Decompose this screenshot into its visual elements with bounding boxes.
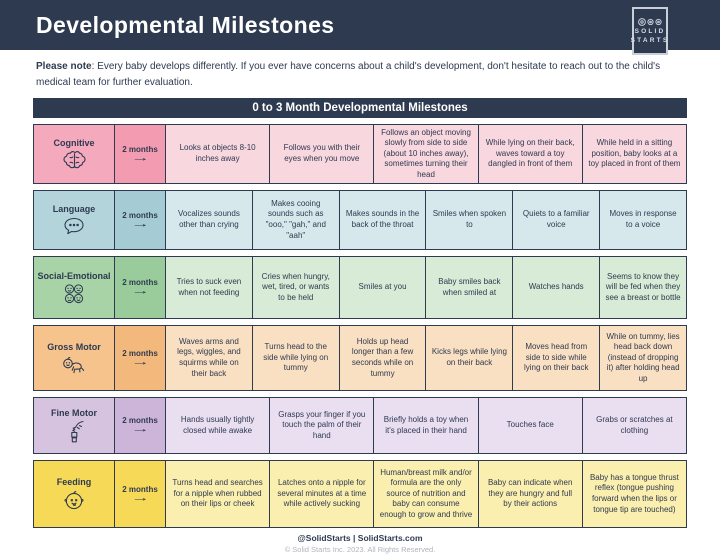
category-label: Cognitive bbox=[53, 137, 95, 148]
milestone-cell: Vocalizes sounds other than crying bbox=[166, 190, 253, 250]
arrow-right-icon: → bbox=[130, 491, 150, 504]
milestone-cell: Baby has a tongue thrust reflex (tongue … bbox=[582, 460, 688, 528]
milestone-cell: Grasps your finger if you touch the palm… bbox=[270, 397, 375, 454]
category-label: Language bbox=[52, 203, 96, 214]
milestone-cell: Waves arms and legs, wiggles, and squirm… bbox=[166, 325, 253, 391]
category-cell-fine-motor: Fine Motor bbox=[33, 397, 115, 454]
category-cell-gross-motor: Gross Motor bbox=[33, 325, 115, 391]
row-fine-motor: Fine Motor 2 months → Hands usually tigh… bbox=[33, 397, 688, 454]
milestones-table: 0 to 3 Month Developmental Milestones Co… bbox=[33, 98, 688, 528]
milestone-cell: Kicks legs while lying on their back bbox=[426, 325, 514, 391]
age-label: 2 months bbox=[122, 278, 158, 288]
arrow-right-icon: → bbox=[130, 285, 150, 298]
disclaimer-note: Please note: Every baby develops differe… bbox=[36, 59, 684, 90]
note-label: Please note bbox=[36, 61, 92, 72]
row-gross-motor: Gross Motor 2 months → Waves arms and le… bbox=[33, 325, 687, 391]
age-cell: 2 months → bbox=[115, 397, 166, 454]
milestone-cell: Smiles at you bbox=[339, 256, 427, 319]
footer-site: SolidStarts.com bbox=[357, 533, 423, 543]
row-feeding: Feeding 2 months → Turns head and sea bbox=[33, 460, 688, 528]
milestone-cell: Turns head to the side while lying on tu… bbox=[252, 325, 340, 391]
age-label: 2 months bbox=[122, 416, 158, 426]
category-label: Fine Motor bbox=[51, 408, 97, 418]
category-label: Feeding bbox=[56, 476, 92, 487]
arrow-right-icon: → bbox=[130, 217, 150, 230]
age-cell: 2 months → bbox=[115, 190, 166, 250]
baby-face-icon bbox=[62, 489, 86, 512]
speech-bubble-icon bbox=[62, 216, 86, 237]
milestone-cell: Holds up head longer than a few seconds … bbox=[339, 325, 427, 391]
milestone-cell: Makes sounds in the back of the throat bbox=[339, 190, 427, 250]
milestone-cell: Moves head from side to side while lying… bbox=[513, 325, 601, 391]
note-text: : Every baby develops differently. If yo… bbox=[36, 61, 661, 88]
age-label: 2 months bbox=[122, 210, 158, 220]
poster-footer: @SolidStarts | SolidStarts.com © Solid S… bbox=[0, 533, 720, 554]
milestone-cell: Baby smiles back when smiled at bbox=[426, 256, 514, 319]
milestone-cell: Tries to suck even when not feeding bbox=[166, 256, 253, 319]
age-cell: 2 months → bbox=[115, 325, 166, 391]
milestone-cell: Seems to know they will be fed when they… bbox=[600, 256, 687, 319]
category-label: Social-Emotional bbox=[37, 270, 111, 281]
footer-handles: @SolidStarts | SolidStarts.com bbox=[0, 533, 720, 543]
age-label: 2 months bbox=[122, 348, 158, 358]
milestone-cell: Quiets to a familiar voice bbox=[513, 190, 601, 250]
milestone-cell: Latches onto a nipple for several minute… bbox=[270, 460, 375, 528]
table-title: 0 to 3 Month Developmental Milestones bbox=[33, 98, 687, 118]
solid-starts-logo: SOLID STARTS bbox=[630, 7, 670, 55]
milestone-cell: Follows an object moving slowly from sid… bbox=[374, 124, 479, 184]
category-cell-feeding: Feeding bbox=[33, 460, 115, 528]
milestone-cell: Briefly holds a toy when it's placed in … bbox=[374, 397, 479, 454]
age-cell: 2 months → bbox=[115, 460, 166, 528]
milestone-cell: Turns head and searches for a nipple whe… bbox=[166, 460, 271, 528]
category-cell-cognitive: Cognitive bbox=[33, 124, 115, 184]
hand-blocks-icon bbox=[62, 420, 86, 443]
milestone-cell: Follows you with their eyes when you mov… bbox=[270, 124, 375, 184]
logo-text-solid: SOLID bbox=[634, 27, 666, 35]
milestone-cell: Baby can indicate when they are hungry a… bbox=[478, 460, 583, 528]
arrow-right-icon: → bbox=[130, 355, 150, 368]
milestone-cell: Hands usually tightly closed while awake bbox=[166, 397, 271, 454]
row-cognitive: Cognitive 2 months → Looks at objects 8-… bbox=[33, 124, 688, 184]
milestone-cell: Looks at objects 8-10 inches away bbox=[166, 124, 271, 184]
milestone-cell: Moves in response to a voice bbox=[600, 190, 687, 250]
milestone-cell: Watches hands bbox=[513, 256, 601, 319]
milestone-cell: Makes cooing sounds such as "ooo," "gah,… bbox=[252, 190, 340, 250]
arrow-right-icon: → bbox=[130, 151, 150, 164]
age-label: 2 months bbox=[122, 144, 158, 154]
faces-icon bbox=[63, 283, 85, 305]
copyright-text: © Solid Starts Inc. 2023. All Rights Res… bbox=[284, 545, 436, 554]
arrow-right-icon: → bbox=[130, 423, 150, 436]
footer-social: @SolidStarts bbox=[297, 533, 351, 543]
milestone-cell: Touches face bbox=[478, 397, 583, 454]
milestone-cell: While held in a sitting position, baby l… bbox=[582, 124, 688, 184]
crawling-baby-icon bbox=[61, 354, 87, 375]
milestone-cell: While on tummy, lies head back down (ins… bbox=[600, 325, 687, 391]
row-language: Language 2 months → Vocalizes sounds oth… bbox=[33, 190, 687, 250]
milestone-cell: While lying on their back, waves toward … bbox=[478, 124, 583, 184]
milestone-cell: Smiles when spoken to bbox=[426, 190, 514, 250]
row-social-emotional: Social-Emotional 2 months → Tries to suc… bbox=[33, 256, 687, 319]
page-title: Developmental Milestones bbox=[36, 11, 335, 38]
brain-icon bbox=[61, 150, 87, 171]
milestone-cell: Grabs or scratches at clothing bbox=[582, 397, 688, 454]
milestone-cell: Human/breast milk and/or formula are the… bbox=[374, 460, 479, 528]
age-cell: 2 months → bbox=[115, 256, 166, 319]
logo-blobs-icon bbox=[637, 17, 663, 27]
poster-header: Developmental Milestones SOLID STARTS bbox=[0, 0, 720, 55]
category-label: Gross Motor bbox=[47, 341, 101, 352]
logo-text-starts: STARTS bbox=[630, 37, 670, 44]
age-label: 2 months bbox=[122, 484, 158, 494]
category-cell-language: Language bbox=[33, 190, 115, 250]
age-cell: 2 months → bbox=[115, 124, 166, 184]
footer-separator: | bbox=[353, 533, 356, 543]
milestone-cell: Cries when hungry, wet, tired, or wants … bbox=[252, 256, 340, 319]
category-cell-social-emotional: Social-Emotional bbox=[33, 256, 115, 319]
